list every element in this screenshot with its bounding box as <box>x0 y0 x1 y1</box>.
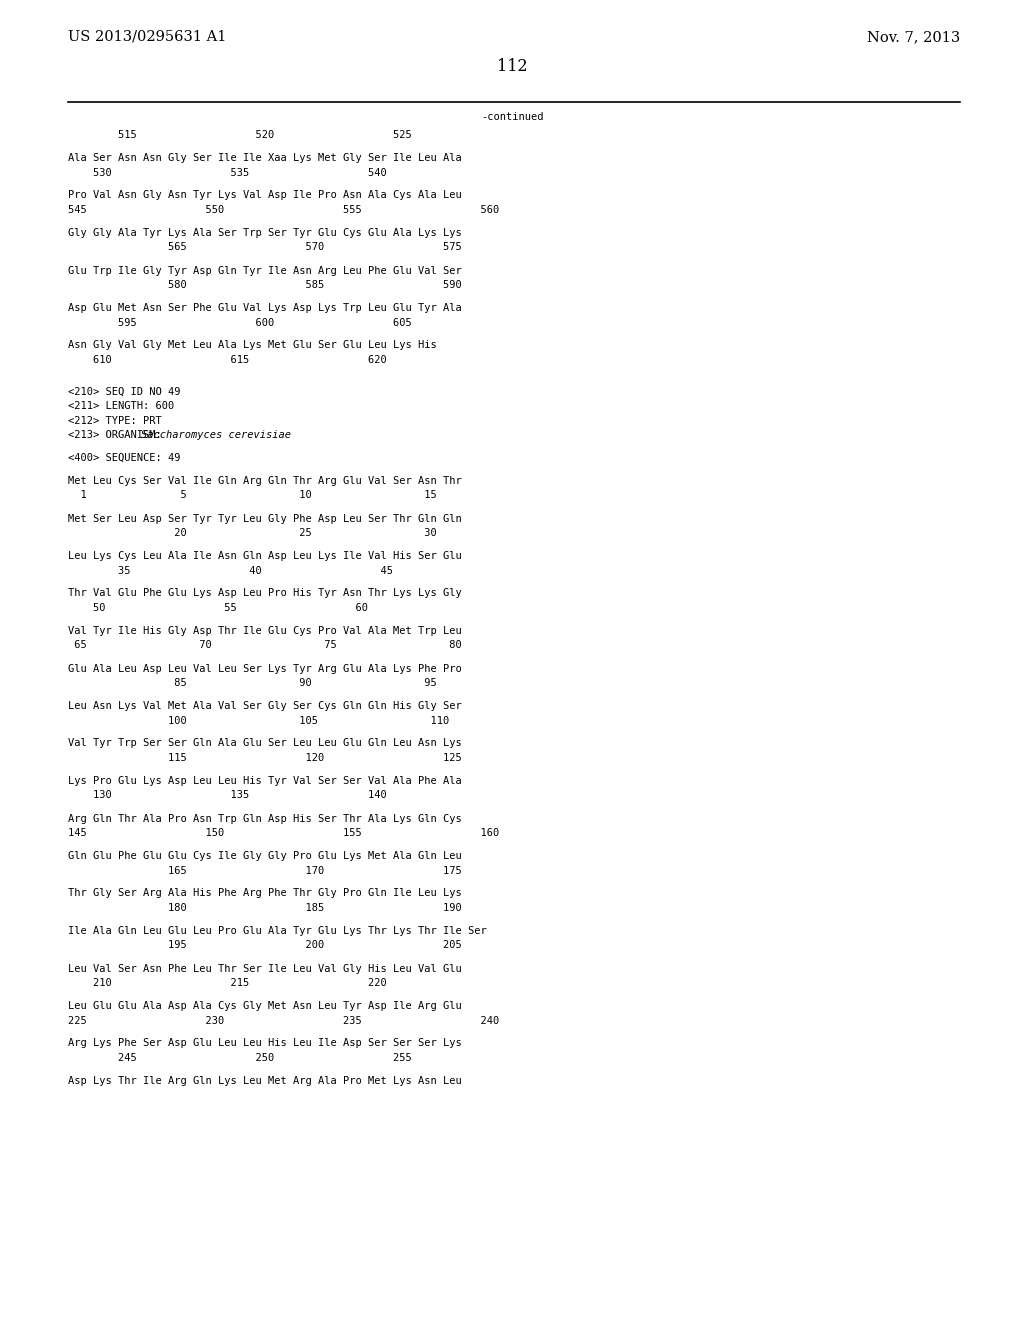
Text: 580                   585                   590: 580 585 590 <box>68 280 462 290</box>
Text: 50                   55                   60: 50 55 60 <box>68 603 368 612</box>
Text: Met Ser Leu Asp Ser Tyr Tyr Leu Gly Phe Asp Leu Ser Thr Gln Gln: Met Ser Leu Asp Ser Tyr Tyr Leu Gly Phe … <box>68 513 462 524</box>
Text: Leu Glu Glu Ala Asp Ala Cys Gly Met Asn Leu Tyr Asp Ile Arg Glu: Leu Glu Glu Ala Asp Ala Cys Gly Met Asn … <box>68 1001 462 1011</box>
Text: 595                   600                   605: 595 600 605 <box>68 318 412 327</box>
Text: Met Leu Cys Ser Val Ile Gln Arg Gln Thr Arg Glu Val Ser Asn Thr: Met Leu Cys Ser Val Ile Gln Arg Gln Thr … <box>68 477 462 486</box>
Text: 100                  105                  110: 100 105 110 <box>68 715 450 726</box>
Text: 130                   135                   140: 130 135 140 <box>68 791 387 800</box>
Text: 610                   615                   620: 610 615 620 <box>68 355 387 366</box>
Text: 165                   170                   175: 165 170 175 <box>68 866 462 875</box>
Text: 245                   250                   255: 245 250 255 <box>68 1053 412 1063</box>
Text: Gly Gly Ala Tyr Lys Ala Ser Trp Ser Tyr Glu Cys Glu Ala Lys Lys: Gly Gly Ala Tyr Lys Ala Ser Trp Ser Tyr … <box>68 228 462 238</box>
Text: 210                   215                   220: 210 215 220 <box>68 978 387 987</box>
Text: 65                  70                  75                  80: 65 70 75 80 <box>68 640 462 651</box>
Text: 515                   520                   525: 515 520 525 <box>68 129 412 140</box>
Text: Arg Gln Thr Ala Pro Asn Trp Gln Asp His Ser Thr Ala Lys Gln Cys: Arg Gln Thr Ala Pro Asn Trp Gln Asp His … <box>68 813 462 824</box>
Text: 180                   185                   190: 180 185 190 <box>68 903 462 913</box>
Text: <212> TYPE: PRT: <212> TYPE: PRT <box>68 416 162 425</box>
Text: Saccharomyces cerevisiae: Saccharomyces cerevisiae <box>140 430 291 440</box>
Text: Ile Ala Gln Leu Glu Leu Pro Glu Ala Tyr Glu Lys Thr Lys Thr Ile Ser: Ile Ala Gln Leu Glu Leu Pro Glu Ala Tyr … <box>68 927 486 936</box>
Text: <211> LENGTH: 600: <211> LENGTH: 600 <box>68 401 174 411</box>
Text: 115                   120                   125: 115 120 125 <box>68 752 462 763</box>
Text: 195                   200                   205: 195 200 205 <box>68 940 462 950</box>
Text: Gln Glu Phe Glu Glu Cys Ile Gly Gly Pro Glu Lys Met Ala Gln Leu: Gln Glu Phe Glu Glu Cys Ile Gly Gly Pro … <box>68 851 462 861</box>
Text: Lys Pro Glu Lys Asp Leu Leu His Tyr Val Ser Ser Val Ala Phe Ala: Lys Pro Glu Lys Asp Leu Leu His Tyr Val … <box>68 776 462 785</box>
Text: Ala Ser Asn Asn Gly Ser Ile Ile Xaa Lys Met Gly Ser Ile Leu Ala: Ala Ser Asn Asn Gly Ser Ile Ile Xaa Lys … <box>68 153 462 162</box>
Text: Val Tyr Ile His Gly Asp Thr Ile Glu Cys Pro Val Ala Met Trp Leu: Val Tyr Ile His Gly Asp Thr Ile Glu Cys … <box>68 626 462 636</box>
Text: Leu Asn Lys Val Met Ala Val Ser Gly Ser Cys Gln Gln His Gly Ser: Leu Asn Lys Val Met Ala Val Ser Gly Ser … <box>68 701 462 711</box>
Text: 85                  90                  95: 85 90 95 <box>68 678 437 688</box>
Text: <210> SEQ ID NO 49: <210> SEQ ID NO 49 <box>68 387 180 396</box>
Text: US 2013/0295631 A1: US 2013/0295631 A1 <box>68 30 226 44</box>
Text: Leu Lys Cys Leu Ala Ile Asn Gln Asp Leu Lys Ile Val His Ser Glu: Leu Lys Cys Leu Ala Ile Asn Gln Asp Leu … <box>68 550 462 561</box>
Text: 20                  25                  30: 20 25 30 <box>68 528 437 539</box>
Text: Asn Gly Val Gly Met Leu Ala Lys Met Glu Ser Glu Leu Lys His: Asn Gly Val Gly Met Leu Ala Lys Met Glu … <box>68 341 437 351</box>
Text: <400> SEQUENCE: 49: <400> SEQUENCE: 49 <box>68 453 180 463</box>
Text: Pro Val Asn Gly Asn Tyr Lys Val Asp Ile Pro Asn Ala Cys Ala Leu: Pro Val Asn Gly Asn Tyr Lys Val Asp Ile … <box>68 190 462 201</box>
Text: Glu Ala Leu Asp Leu Val Leu Ser Lys Tyr Arg Glu Ala Lys Phe Pro: Glu Ala Leu Asp Leu Val Leu Ser Lys Tyr … <box>68 664 462 673</box>
Text: Thr Gly Ser Arg Ala His Phe Arg Phe Thr Gly Pro Gln Ile Leu Lys: Thr Gly Ser Arg Ala His Phe Arg Phe Thr … <box>68 888 462 899</box>
Text: Leu Val Ser Asn Phe Leu Thr Ser Ile Leu Val Gly His Leu Val Glu: Leu Val Ser Asn Phe Leu Thr Ser Ile Leu … <box>68 964 462 974</box>
Text: Thr Val Glu Phe Glu Lys Asp Leu Pro His Tyr Asn Thr Lys Lys Gly: Thr Val Glu Phe Glu Lys Asp Leu Pro His … <box>68 589 462 598</box>
Text: <213> ORGANISM:: <213> ORGANISM: <box>68 430 168 440</box>
Text: Asp Glu Met Asn Ser Phe Glu Val Lys Asp Lys Trp Leu Glu Tyr Ala: Asp Glu Met Asn Ser Phe Glu Val Lys Asp … <box>68 304 462 313</box>
Text: Glu Trp Ile Gly Tyr Asp Gln Tyr Ile Asn Arg Leu Phe Glu Val Ser: Glu Trp Ile Gly Tyr Asp Gln Tyr Ile Asn … <box>68 265 462 276</box>
Text: 1               5                  10                  15: 1 5 10 15 <box>68 491 437 500</box>
Text: Nov. 7, 2013: Nov. 7, 2013 <box>866 30 961 44</box>
Text: Arg Lys Phe Ser Asp Glu Leu Leu His Leu Ile Asp Ser Ser Ser Lys: Arg Lys Phe Ser Asp Glu Leu Leu His Leu … <box>68 1039 462 1048</box>
Text: Asp Lys Thr Ile Arg Gln Lys Leu Met Arg Ala Pro Met Lys Asn Leu: Asp Lys Thr Ile Arg Gln Lys Leu Met Arg … <box>68 1076 462 1086</box>
Text: 145                   150                   155                   160: 145 150 155 160 <box>68 828 500 838</box>
Text: Val Tyr Trp Ser Ser Gln Ala Glu Ser Leu Leu Glu Gln Leu Asn Lys: Val Tyr Trp Ser Ser Gln Ala Glu Ser Leu … <box>68 738 462 748</box>
Text: 545                   550                   555                   560: 545 550 555 560 <box>68 205 500 215</box>
Text: 225                   230                   235                   240: 225 230 235 240 <box>68 1015 500 1026</box>
Text: 35                   40                   45: 35 40 45 <box>68 565 393 576</box>
Text: -continued: -continued <box>480 112 544 121</box>
Text: 530                   535                   540: 530 535 540 <box>68 168 387 177</box>
Text: 565                   570                   575: 565 570 575 <box>68 243 462 252</box>
Text: 112: 112 <box>497 58 527 75</box>
